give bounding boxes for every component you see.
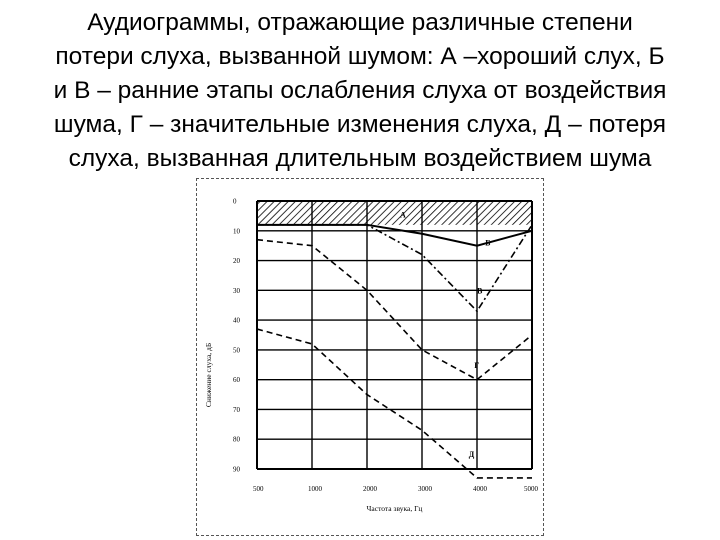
curve-label-В: В [477, 286, 483, 295]
title-line-4: шума, Г – значительные изменения слуха, … [53, 111, 667, 138]
region-a-hatch [257, 201, 532, 225]
x-tick-label: 3000 [418, 485, 433, 493]
curve-labels: А Б В Г Д [400, 210, 491, 459]
y-tick-label: 90 [233, 466, 241, 474]
series-lines [256, 223, 533, 479]
y-tick-label: 40 [233, 317, 241, 325]
slide-title: Аудиограммы, отражающие различные степен… [0, 6, 720, 176]
title-line-2: потери слуха, вызванной шумом: А –хороши… [55, 43, 665, 70]
y-tick-label: 30 [233, 287, 241, 295]
title-line-1: Аудиограммы, отражающие различные степен… [87, 9, 633, 36]
y-tick-label: 10 [233, 227, 241, 235]
y-axis-label: Снижение слуха, дБ [204, 343, 213, 407]
series-line-Г [256, 238, 533, 381]
curve-label-Д: Д [469, 450, 475, 459]
y-tick-label: 50 [233, 346, 241, 354]
y-tick-label: 20 [233, 257, 241, 265]
y-tick-label: 70 [233, 406, 241, 414]
curve-label-Г: Г [474, 361, 479, 370]
curve-label-А: А [400, 210, 406, 219]
x-tick-label: 500 [253, 485, 264, 493]
y-tick-label: 0 [233, 198, 237, 206]
x-tick-label: 5000 [524, 485, 539, 493]
x-tick-label: 2000 [363, 485, 378, 493]
series-line-Д [256, 328, 532, 479]
y-tick-label: 80 [233, 436, 241, 444]
audiogram-chart: 0 10 20 30 40 50 60 70 80 90 500 1000 2000 3000 4000 50… [204, 198, 539, 514]
figure-frame: 0 10 20 30 40 50 60 70 80 90 500 1000 2000 3000 4000 50… [196, 178, 544, 536]
title-line-3: и В – ранние этапы ослабления слуха от в… [53, 77, 667, 104]
x-tick-label: 4000 [473, 485, 488, 493]
curve-label-Б: Б [485, 239, 490, 248]
x-tick-label: 1000 [308, 485, 323, 493]
title-line-5: слуха, вызванная длительным воздействием… [68, 145, 652, 172]
series-line-Б [257, 223, 533, 247]
y-tick-label: 60 [233, 376, 241, 384]
tick-labels: 0 10 20 30 40 50 60 70 80 90 500 1000 2000 3000 4000 50… [233, 198, 539, 494]
x-axis-label: Частота звука, Гц [367, 504, 423, 513]
series-line-В [257, 224, 533, 313]
